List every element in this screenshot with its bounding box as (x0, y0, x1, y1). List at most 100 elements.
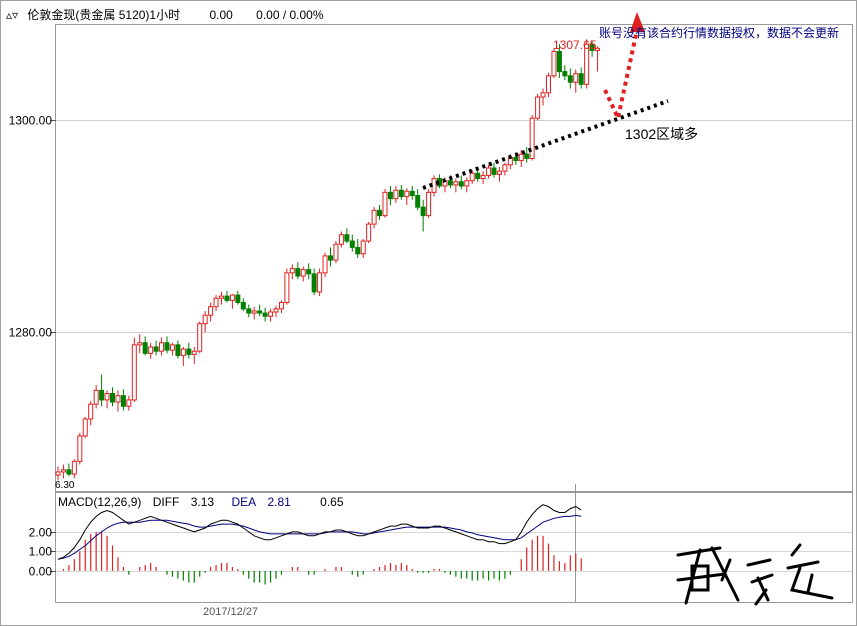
candle-body (208, 306, 214, 316)
candle-body (567, 75, 573, 83)
candle-body (235, 294, 241, 303)
candle-body (524, 153, 530, 159)
candle-body (360, 240, 366, 255)
candle-body (387, 191, 393, 200)
candle-body (573, 73, 579, 83)
candle-body (60, 469, 66, 473)
candle-body (453, 181, 459, 186)
arrow-head (630, 12, 645, 32)
candle-body (88, 403, 94, 420)
header-price: 0.00 (209, 8, 233, 22)
data-authorization-notice: 账号没有该合约行情数据授权，数据不会更新 (598, 26, 839, 40)
candle-body (420, 206, 426, 217)
candle-body (447, 180, 453, 186)
candle-body (175, 344, 181, 356)
candle-body (71, 460, 77, 475)
candle-body (240, 301, 246, 310)
candle-body (322, 255, 328, 274)
candle-body (535, 96, 541, 119)
candle-body (518, 153, 524, 162)
arrow-path (603, 29, 639, 125)
candle-body (66, 469, 72, 475)
candle-body (355, 246, 361, 255)
candle-body (415, 195, 421, 208)
candle-body (409, 190, 415, 197)
candle-body (262, 312, 268, 317)
candle-body (284, 272, 290, 303)
candle-body (317, 272, 323, 293)
candle-body (278, 301, 284, 310)
candle-body (202, 314, 208, 325)
candle-body (344, 234, 350, 242)
candle-body (289, 268, 295, 274)
candle-body (371, 209, 377, 225)
price-tick-label: 1300.00 (9, 114, 53, 128)
macd-panel (55, 492, 853, 603)
trendline (422, 99, 669, 190)
candle-body (311, 273, 317, 293)
candle-body (458, 181, 464, 187)
candle-body (295, 268, 301, 277)
candle-body (480, 174, 486, 180)
candle-body (595, 47, 601, 51)
candle-body (426, 191, 432, 217)
candle-body (589, 43, 595, 51)
candle-body (486, 167, 492, 176)
candle-body (131, 344, 137, 401)
trade-annotation: 1302区域多 (625, 126, 699, 142)
candle-body (273, 308, 279, 313)
dea-value: 2.81 (267, 495, 291, 509)
candle-body (464, 180, 470, 187)
candle-body (142, 342, 148, 354)
candle-body (300, 269, 306, 277)
macd-diff-line (57, 504, 582, 560)
candle-body (502, 164, 508, 172)
macd-header: MACD(12,26,9) DIFF 3.13 DEA 2.81 0.65 (58, 495, 352, 509)
candle-body (328, 255, 333, 261)
candle-body (338, 234, 344, 245)
diff-value: 3.13 (190, 495, 215, 509)
candle-body (377, 209, 383, 217)
candle-body (186, 348, 192, 355)
price-tick-label: 1280.00 (9, 326, 53, 340)
dea-label: DEA (231, 495, 257, 509)
price-panel (55, 24, 853, 492)
candle-body (99, 389, 105, 401)
candle-body (164, 342, 170, 351)
candle-body (366, 223, 372, 242)
candle-body (546, 75, 551, 94)
candle-body (382, 191, 388, 217)
candle-body (268, 311, 274, 317)
candle-body (126, 399, 132, 407)
chart-type-icon[interactable]: ▵▿ (6, 8, 19, 22)
candle-body (398, 189, 404, 198)
candle-body (169, 344, 175, 351)
candle-body (180, 348, 186, 356)
candle-body (333, 243, 339, 261)
candle-body (306, 269, 312, 275)
candle-body (219, 295, 224, 299)
header-change: 0.00 / 0.00% (256, 8, 324, 22)
candle-body (540, 92, 546, 98)
candle-body (551, 50, 557, 77)
candle-body (191, 350, 197, 355)
edge-label: 6.30 (55, 480, 75, 491)
candle-body (584, 43, 590, 85)
candle-body (77, 435, 83, 462)
candle-body (491, 167, 497, 175)
candle-body (496, 170, 502, 175)
candle-body (153, 346, 159, 352)
chart-header: ▵▿ 伦敦金现(贵金属 5120)1小时 0.00 0.00 / 0.00% (6, 6, 330, 23)
candle-body (104, 393, 110, 401)
candle-body (246, 308, 252, 314)
diff-label: DIFF (152, 495, 180, 509)
candle-body (137, 342, 143, 346)
candle-body (475, 172, 481, 180)
candle-body (82, 418, 88, 437)
x-axis-date-label: 2017/12/27 (203, 606, 259, 618)
candle-body (578, 73, 584, 85)
candle-body (513, 156, 519, 162)
candle-body (257, 310, 263, 314)
